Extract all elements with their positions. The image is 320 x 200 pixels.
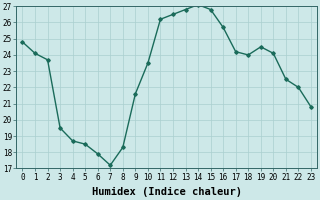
- X-axis label: Humidex (Indice chaleur): Humidex (Indice chaleur): [92, 187, 242, 197]
